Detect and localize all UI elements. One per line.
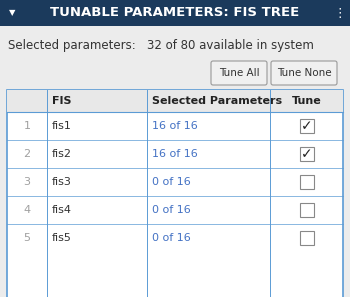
Text: ✓: ✓ xyxy=(301,147,312,161)
Text: 5: 5 xyxy=(23,233,30,243)
Bar xyxy=(7,90,343,112)
Text: Selected Parameters: Selected Parameters xyxy=(152,96,282,106)
Text: fis2: fis2 xyxy=(52,149,72,159)
Text: fis3: fis3 xyxy=(52,177,72,187)
Text: FIS: FIS xyxy=(52,96,71,106)
Text: 4: 4 xyxy=(23,205,30,215)
Text: ▼: ▼ xyxy=(9,9,15,18)
FancyBboxPatch shape xyxy=(271,61,337,85)
Text: Tune None: Tune None xyxy=(277,68,331,78)
Text: 0 of 16: 0 of 16 xyxy=(152,177,191,187)
Text: Tune: Tune xyxy=(292,96,321,106)
Bar xyxy=(300,119,314,133)
Text: ✓: ✓ xyxy=(301,119,312,133)
Text: TUNABLE PARAMETERS: FIS TREE: TUNABLE PARAMETERS: FIS TREE xyxy=(50,7,300,20)
Bar xyxy=(0,0,350,26)
Text: 16 of 16: 16 of 16 xyxy=(152,121,198,131)
Text: fis1: fis1 xyxy=(52,121,72,131)
Text: 0 of 16: 0 of 16 xyxy=(152,205,191,215)
Text: 16 of 16: 16 of 16 xyxy=(152,149,198,159)
FancyBboxPatch shape xyxy=(211,61,267,85)
Text: fis5: fis5 xyxy=(52,233,72,243)
Text: 2: 2 xyxy=(23,149,30,159)
Text: Tune All: Tune All xyxy=(219,68,259,78)
Text: 3: 3 xyxy=(23,177,30,187)
Bar xyxy=(300,203,314,217)
Text: Selected parameters:   32 of 80 available in system: Selected parameters: 32 of 80 available … xyxy=(8,40,314,53)
Text: fis4: fis4 xyxy=(52,205,72,215)
Bar xyxy=(300,231,314,245)
Bar xyxy=(7,90,343,297)
Text: ⋮: ⋮ xyxy=(334,7,346,20)
Bar xyxy=(300,175,314,189)
Text: 0 of 16: 0 of 16 xyxy=(152,233,191,243)
Bar xyxy=(300,147,314,161)
Text: 1: 1 xyxy=(23,121,30,131)
